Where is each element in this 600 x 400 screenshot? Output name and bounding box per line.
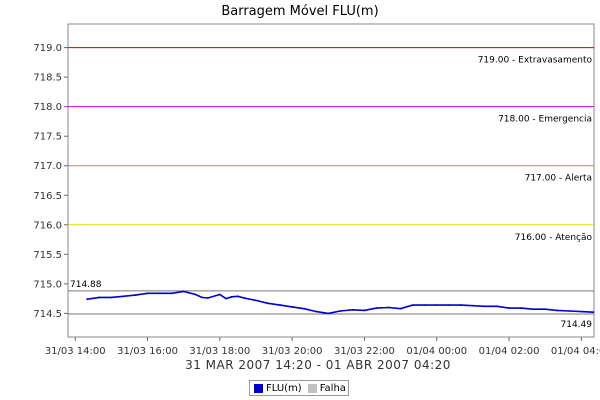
legend-item-flu[interactable]: FLU(m): [254, 383, 302, 394]
data-point: [110, 296, 113, 299]
data-point: [363, 309, 366, 312]
data-point: [170, 292, 173, 295]
data-point: [194, 293, 197, 296]
series-line-flu: [87, 290, 594, 315]
data-point: [483, 305, 486, 308]
y-tick-label: 714.5: [33, 309, 62, 320]
data-point: [237, 295, 239, 298]
data-point: [200, 296, 203, 299]
data-point: [122, 295, 125, 298]
data-point: [592, 311, 595, 314]
data-point: [447, 304, 450, 307]
data-point: [230, 295, 233, 298]
data-point: [423, 304, 426, 307]
data-point: [225, 297, 227, 300]
data-point: [351, 308, 354, 311]
plot-border: [67, 23, 595, 338]
data-point: [471, 304, 474, 307]
plot-area: [67, 23, 595, 338]
x-tick-label: 31/03 14:00: [45, 346, 106, 357]
data-point: [279, 304, 282, 307]
data-point: [207, 297, 209, 299]
series-layer: [86, 290, 595, 315]
legend-item-falha[interactable]: Falha: [307, 382, 346, 394]
x-tick-label: 31/03 18:00: [189, 346, 250, 357]
data-point: [508, 307, 510, 309]
data-point: [435, 304, 438, 307]
reference-label: 719.00 - Extravasamento: [478, 56, 593, 66]
data-point: [267, 302, 269, 305]
legend-label-falha: Falha: [319, 382, 346, 394]
y-axis: 714.5 715.0 715.5 716.0 716.5 717.0 717.5 718.0…: [33, 43, 68, 320]
data-point: [532, 308, 535, 311]
y-tick-label: 717.0: [33, 161, 62, 172]
data-point: [255, 299, 257, 302]
y-tick-label: 719.0: [33, 43, 62, 54]
reference-label: 718.00 - Emergencia: [498, 115, 592, 125]
x-tick-label: 31/03 16:00: [117, 346, 178, 357]
reference-lines: 719.00 - Extravasamento 718.00 - Emergenc…: [68, 47, 594, 330]
max-value-label: 714.88: [70, 280, 102, 290]
data-point: [580, 310, 583, 313]
data-point: [339, 310, 342, 312]
data-point: [291, 305, 294, 308]
y-tick-label: 716.0: [33, 220, 62, 231]
y-tick-label: 715.5: [33, 250, 62, 261]
data-point: [86, 298, 89, 301]
data-point: [568, 310, 571, 312]
data-point: [460, 304, 462, 307]
data-point: [218, 293, 221, 296]
min-value-label: 714.49: [561, 320, 593, 330]
data-point: [98, 296, 101, 299]
data-point: [375, 307, 378, 309]
y-tick-label: 718.0: [33, 102, 62, 113]
data-point: [496, 305, 499, 308]
reference-label: 717.00 - Alerta: [525, 174, 592, 184]
x-tick-label: 31/03 22:00: [334, 346, 395, 357]
data-point: [315, 310, 318, 313]
data-point: [520, 307, 522, 309]
y-tick-label: 717.5: [33, 132, 62, 143]
data-point: [387, 306, 390, 309]
data-point: [146, 292, 149, 295]
x-tick-label: 31/03 20:00: [262, 346, 323, 357]
legend-label-flu: FLU(m): [266, 382, 302, 394]
y-tick-label: 716.5: [33, 191, 62, 202]
x-tick-label: 01/04 04:00: [551, 346, 600, 357]
data-point: [158, 292, 161, 295]
y-tick-label: 718.5: [33, 73, 62, 84]
data-point: [134, 294, 137, 296]
x-tick-label: 01/04 00:00: [406, 346, 467, 357]
legend: FLU(m) Falha: [249, 380, 349, 396]
legend-swatch-flu: [254, 383, 263, 393]
data-point: [182, 290, 185, 293]
chart-subtitle: 31 MAR 2007 14:20 - 01 ABR 2007 04:20: [185, 358, 451, 372]
data-point: [327, 312, 330, 315]
data-point: [411, 304, 414, 307]
x-axis: 31/03 14:00 31/03 16:00 31/03 18:00 31/03 2…: [45, 337, 600, 357]
chart-title: Barragem Móvel FLU(m): [221, 4, 378, 19]
legend-swatch-falha: [307, 383, 317, 393]
y-tick-label: 715.0: [33, 279, 62, 290]
x-tick-label: 01/04 02:00: [479, 346, 540, 357]
data-point: [243, 297, 245, 299]
data-point: [556, 309, 559, 312]
data-point: [399, 307, 402, 310]
data-point: [303, 307, 305, 310]
data-point: [544, 308, 547, 311]
reference-label: 716.00 - Atenção: [515, 233, 593, 243]
